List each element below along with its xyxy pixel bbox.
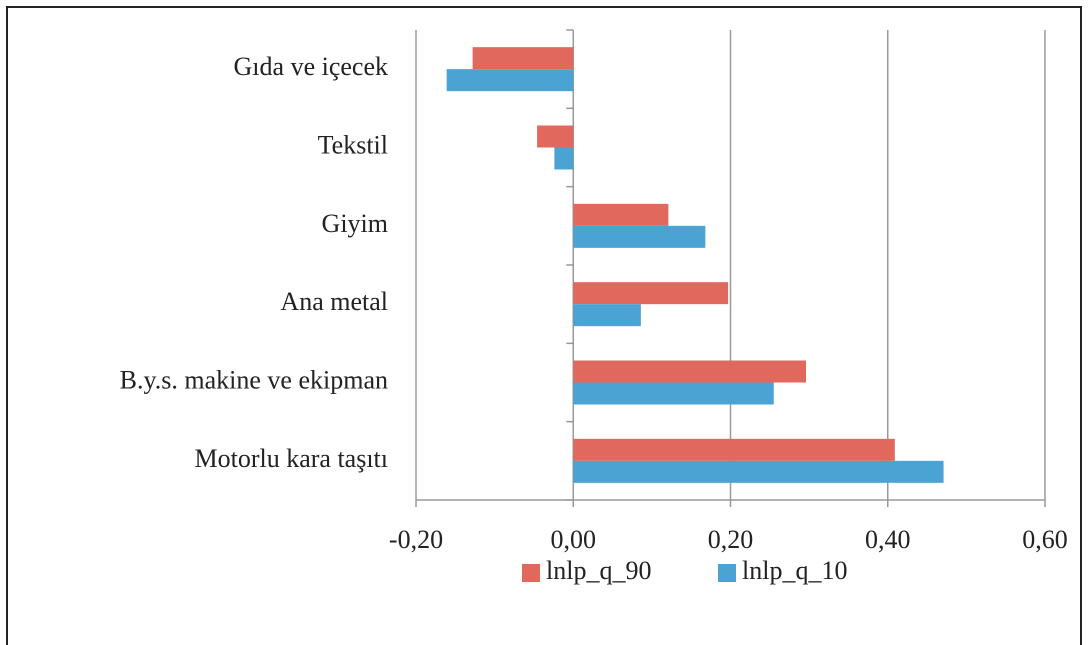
bar [573, 203, 669, 226]
legend-swatch [718, 564, 736, 582]
y-tick-label: B.y.s. makine ve ekipman [120, 365, 388, 394]
legend-label: lnlp_q_90 [546, 556, 651, 585]
bar [573, 282, 729, 305]
y-tick-label: Giyim [322, 209, 388, 238]
x-tick-label: 0,00 [551, 525, 597, 554]
y-tick-label: Motorlu kara taşıtı [194, 444, 388, 473]
bar [573, 382, 774, 405]
bar [537, 125, 574, 148]
bar [554, 147, 574, 170]
bar [573, 304, 641, 327]
x-tick-label: 0,20 [708, 525, 754, 554]
x-tick-label: 0,40 [865, 525, 911, 554]
bar [573, 225, 706, 248]
bar [573, 360, 806, 383]
bar [573, 438, 895, 461]
bar [472, 47, 574, 70]
frame [6, 6, 1082, 645]
legend-label: lnlp_q_10 [742, 556, 847, 585]
bar [446, 69, 574, 92]
x-tick-label: 0,60 [1022, 525, 1068, 554]
x-tick-label: -0,20 [389, 525, 443, 554]
y-tick-label: Tekstil [318, 130, 388, 159]
y-tick-label: Gıda ve içecek [234, 52, 388, 81]
y-tick-label: Ana metal [280, 287, 388, 316]
bar [573, 460, 944, 483]
legend-swatch [522, 564, 540, 582]
